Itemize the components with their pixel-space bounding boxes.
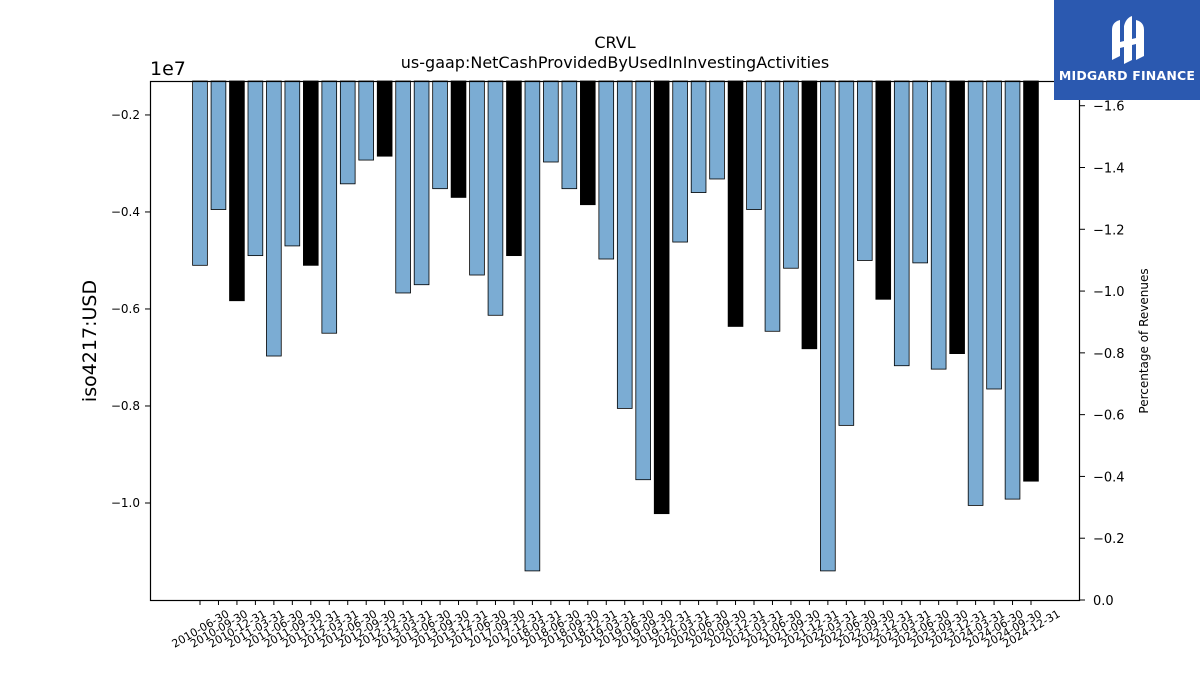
bar — [967, 80, 984, 506]
y-offset-label: 1e7 — [150, 58, 186, 80]
bar — [543, 80, 559, 163]
bar — [838, 80, 855, 426]
y-axis-ticks: −0.2 −0.4 −0.6 −0.8 −1.0 — [111, 108, 150, 510]
bar — [358, 80, 374, 161]
bar — [229, 80, 245, 302]
bar — [413, 80, 430, 286]
chart-title: CRVL — [594, 33, 635, 52]
bar — [210, 80, 227, 210]
bar — [930, 80, 947, 370]
y2-axis-ticks: −1.6 −1.4 −1.2 −1.0 −0.8 −0.6 −0.4 −0.2 0.0 — [1080, 100, 1125, 609]
bar — [801, 80, 818, 350]
bar — [321, 80, 338, 334]
bar — [690, 80, 707, 193]
chart-subtitle: us-gaap:NetCashProvidedByUsedInInvesting… — [401, 53, 829, 72]
bar — [487, 80, 504, 316]
y2-tick-label: −1.0 — [1093, 285, 1125, 300]
bar — [857, 80, 873, 261]
bar — [376, 80, 393, 157]
bar — [339, 80, 356, 185]
y2-tick-label: −0.8 — [1093, 347, 1125, 362]
bar — [949, 80, 965, 355]
bar — [395, 80, 411, 294]
bar — [746, 80, 762, 210]
bar — [893, 80, 910, 367]
bar — [561, 80, 578, 190]
y2-tick-label: −1.6 — [1093, 100, 1125, 115]
y-tick-label: −1.0 — [111, 496, 140, 510]
bar — [247, 80, 264, 257]
bar — [284, 80, 301, 247]
y2-tick-label: −0.6 — [1093, 409, 1125, 424]
bar — [432, 80, 448, 190]
bar — [912, 80, 928, 264]
bar — [1023, 80, 1039, 482]
y2-tick-label: −1.2 — [1093, 223, 1125, 238]
bar — [727, 80, 744, 327]
y-tick-label: −0.4 — [111, 205, 140, 219]
bar — [580, 80, 596, 206]
bar — [469, 80, 485, 276]
bar — [598, 80, 615, 260]
bar — [820, 80, 836, 572]
bar — [653, 80, 670, 515]
bar — [192, 80, 208, 266]
bar — [672, 80, 688, 243]
bar — [709, 80, 725, 180]
bar — [303, 80, 319, 266]
y-axis-label: iso4217:USD — [79, 280, 101, 402]
plot-frame — [149, 80, 1081, 602]
bar — [986, 80, 1002, 390]
y-tick-label: −0.2 — [111, 108, 140, 122]
y2-axis-label: Percentage of Revenues — [1137, 268, 1151, 413]
y2-tick-label: −1.4 — [1093, 162, 1125, 177]
y-tick-label: −0.8 — [111, 399, 140, 413]
brand-logo: MIDGARD FINANCE — [1054, 0, 1200, 100]
bar — [635, 80, 651, 481]
bar — [616, 80, 633, 409]
bar — [266, 80, 282, 357]
y2-tick-label: −0.4 — [1093, 470, 1125, 485]
midgard-logo-icon — [1112, 16, 1144, 64]
bar — [1004, 80, 1021, 500]
bar — [506, 80, 522, 257]
y2-tick-label: −0.2 — [1093, 532, 1125, 547]
y-tick-label: −0.6 — [111, 302, 140, 316]
x-axis-ticks: 2010-06-302010-09-302010-12-312011-03-31… — [170, 600, 1063, 651]
bar — [783, 80, 799, 269]
y2-tick-label: 0.0 — [1093, 594, 1114, 609]
bar-series — [192, 80, 1039, 572]
bar — [875, 80, 892, 300]
bar — [764, 80, 781, 332]
bar — [524, 80, 541, 572]
brand-name: MIDGARD FINANCE — [1058, 68, 1196, 83]
bar — [450, 80, 467, 198]
